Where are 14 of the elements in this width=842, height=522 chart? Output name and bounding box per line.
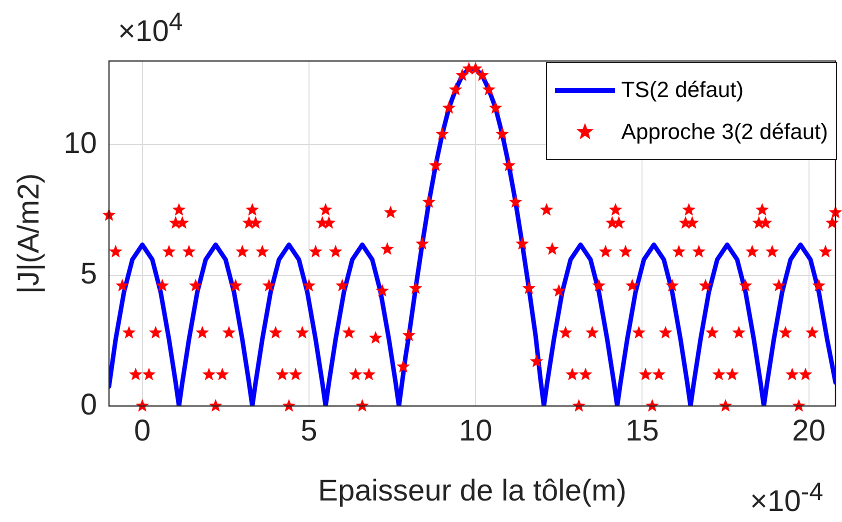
x-tick-label: 5 (300, 414, 318, 448)
x-tick-label: 10 (458, 414, 492, 448)
text: ×10$^{-4}$ (750, 478, 824, 519)
legend-label: Approche 3(2 défaut) (621, 118, 828, 146)
x-tick-label: 0 (134, 414, 151, 448)
y-axis-title: |J|(A/m2) (12, 173, 46, 294)
y-tick-label: 10 (64, 126, 97, 160)
x-axis-title: Epaisseur de la tôle(m) (318, 474, 626, 508)
x-tick-label: 15 (626, 414, 659, 448)
x-tick-label: 20 (792, 414, 826, 448)
legend-label: TS(2 défaut) (621, 76, 744, 104)
y-tick-label: 0 (80, 388, 97, 422)
y-tick-label: 5 (80, 258, 97, 291)
text: ×10$^{4}$ (118, 8, 183, 49)
